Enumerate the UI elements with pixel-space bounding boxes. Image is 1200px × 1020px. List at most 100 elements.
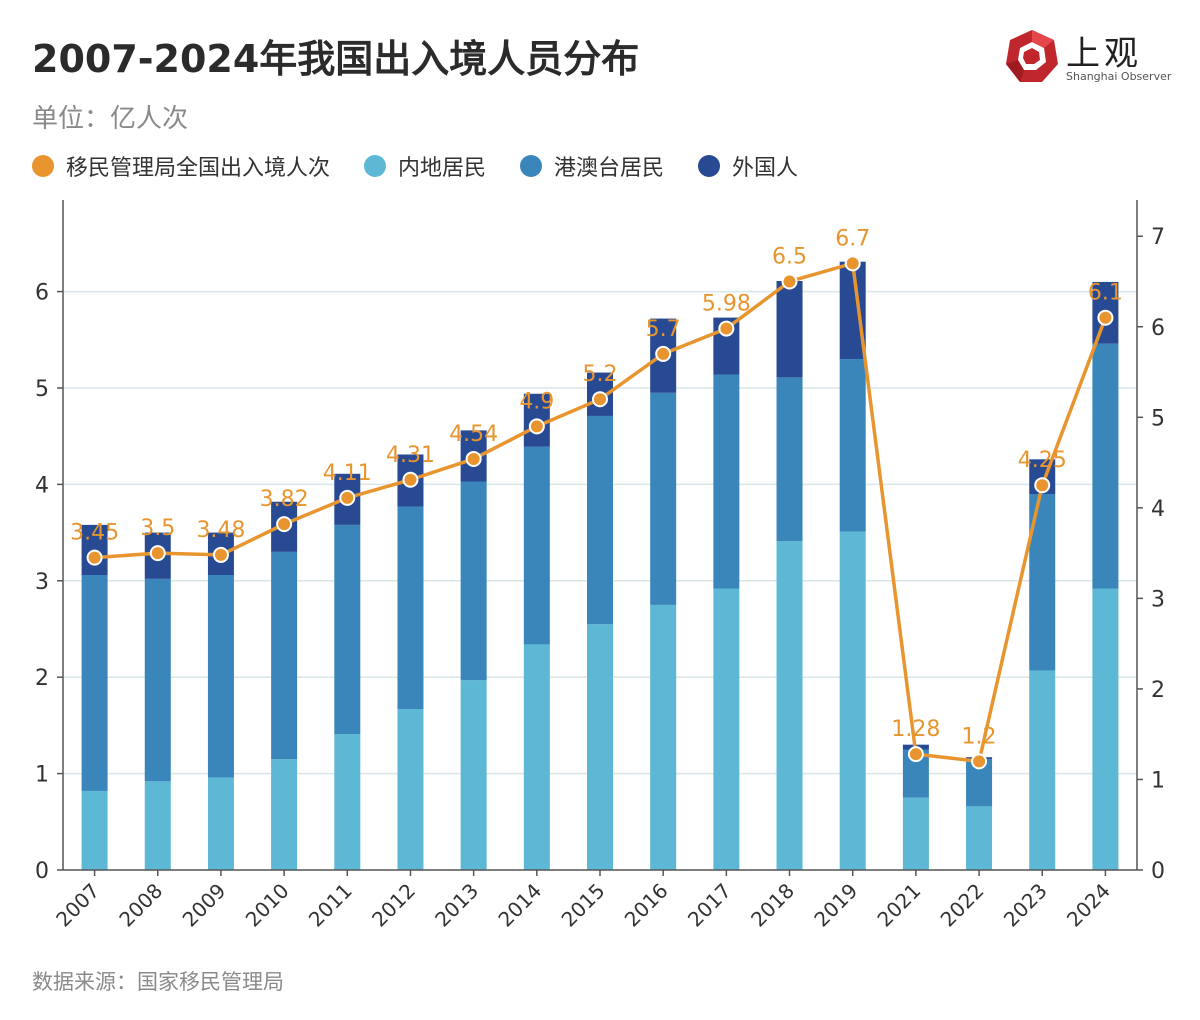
- bar-hkmacaotw: [587, 415, 613, 625]
- x-tick-label: 2013: [430, 879, 483, 932]
- total-point: [907, 746, 924, 763]
- shanghai-observer-logo-icon: [1006, 30, 1058, 82]
- total-data-label: 6.7: [835, 226, 870, 251]
- bar-mainland: [397, 709, 424, 870]
- total-point: [528, 418, 545, 435]
- bar-mainland: [334, 734, 361, 870]
- legend-swatch-total: [32, 155, 54, 177]
- logo-subtitle: Shanghai Observer: [1066, 70, 1172, 83]
- total-point: [655, 345, 672, 362]
- bar-hkmacaotw: [523, 446, 550, 645]
- total-data-label: 4.25: [1018, 448, 1067, 473]
- total-data-label: 6.1: [1088, 281, 1123, 306]
- total-data-label: 4.54: [449, 422, 498, 447]
- total-data-label: 3.45: [70, 521, 119, 546]
- total-point: [149, 545, 166, 562]
- bar-mainland: [1092, 588, 1119, 870]
- bar-hkmacaotw: [397, 506, 424, 710]
- source-note: 数据来源：国家移民管理局: [32, 970, 284, 994]
- legend-swatch-hkmacaotw: [520, 155, 543, 177]
- legend-label-mainland: 内地居民: [398, 156, 487, 181]
- bar-mainland: [271, 759, 298, 870]
- bar-mainland: [523, 644, 550, 870]
- bar-hkmacaotw: [334, 524, 361, 735]
- total-data-label: 4.31: [386, 443, 435, 468]
- x-tick-label: 2011: [304, 879, 357, 932]
- bar-hkmacaotw: [144, 578, 171, 782]
- x-tick-label: 2017: [683, 879, 736, 932]
- bar-mainland: [776, 541, 803, 870]
- total-data-label: 1.2: [962, 724, 997, 749]
- total-point: [971, 753, 988, 770]
- legend-swatch-mainland: [364, 155, 387, 177]
- total-data-label: 6.5: [772, 244, 807, 269]
- x-tick-label: 2007: [51, 879, 104, 932]
- x-tick-label: 2015: [557, 879, 610, 932]
- total-data-label: 4.11: [323, 461, 372, 486]
- x-tick-label: 2024: [1062, 879, 1115, 932]
- total-point: [212, 546, 229, 563]
- left-tick-label: 5: [35, 377, 49, 402]
- legend-label-foreigner: 外国人: [732, 156, 799, 181]
- total-data-label: 3.48: [196, 518, 245, 543]
- bar-hkmacaotw: [650, 392, 677, 605]
- bar-mainland: [587, 624, 613, 870]
- legend-item-mainland: 内地居民: [364, 150, 486, 182]
- left-tick-label: 0: [35, 859, 49, 884]
- bar-hkmacaotw: [776, 377, 803, 542]
- bar-mainland: [460, 680, 487, 870]
- legend-item-foreigner: 外国人: [698, 150, 798, 182]
- bar-mainland: [144, 781, 171, 870]
- bar-mainland: [839, 531, 866, 870]
- right-tick-label: 4: [1151, 497, 1165, 522]
- total-data-label: 5.98: [702, 292, 751, 317]
- bar-hkmacaotw: [1092, 343, 1119, 589]
- left-tick-label: 1: [35, 763, 49, 788]
- total-point: [1034, 477, 1051, 494]
- bar-foreigner: [776, 280, 803, 378]
- bar-mainland: [207, 777, 234, 870]
- x-tick-label: 2019: [809, 879, 862, 932]
- x-tick-label: 2018: [746, 879, 799, 932]
- total-point: [1097, 309, 1114, 326]
- total-point: [276, 516, 293, 533]
- total-point: [339, 489, 356, 506]
- bar-hkmacaotw: [839, 359, 866, 532]
- bar-mainland: [713, 588, 740, 870]
- right-tick-label: 0: [1151, 859, 1165, 884]
- total-data-label: 5.2: [583, 362, 618, 387]
- x-tick-label: 2023: [999, 879, 1052, 932]
- bar-mainland: [966, 806, 993, 870]
- total-point: [781, 273, 798, 290]
- total-point: [718, 320, 735, 337]
- unit-label: 单位：亿人次: [32, 104, 189, 134]
- x-tick-label: 2012: [367, 879, 420, 932]
- total-point: [86, 549, 103, 566]
- bar-hkmacaotw: [81, 575, 108, 791]
- bar-hkmacaotw: [207, 575, 234, 778]
- x-tick-label: 2010: [241, 879, 294, 932]
- x-tick-label: 2016: [620, 879, 673, 932]
- logo: 上观 Shanghai Observer: [1004, 26, 1171, 88]
- bar-mainland: [1029, 670, 1056, 870]
- left-tick-label: 3: [35, 570, 49, 595]
- bar-mainland: [902, 797, 929, 870]
- legend-label-total: 移民管理局全国出入境人次: [66, 156, 331, 181]
- total-point: [592, 391, 608, 408]
- right-tick-label: 7: [1151, 225, 1165, 250]
- logo-text: 上观: [1066, 34, 1142, 74]
- total-data-label: 3.82: [260, 487, 309, 512]
- x-tick-label: 2008: [114, 879, 167, 932]
- x-tick-label: 2021: [872, 879, 925, 932]
- total-data-label: 1.28: [891, 717, 940, 742]
- total-point: [844, 255, 861, 272]
- right-tick-label: 5: [1151, 406, 1165, 431]
- right-tick-label: 6: [1151, 316, 1165, 341]
- bar-hkmacaotw: [271, 551, 298, 760]
- x-tick-label: 2014: [493, 879, 546, 932]
- bar-hkmacaotw: [713, 374, 740, 589]
- right-tick-label: 2: [1151, 678, 1165, 703]
- x-tick-label: 2009: [178, 879, 231, 932]
- right-tick-label: 1: [1151, 768, 1165, 793]
